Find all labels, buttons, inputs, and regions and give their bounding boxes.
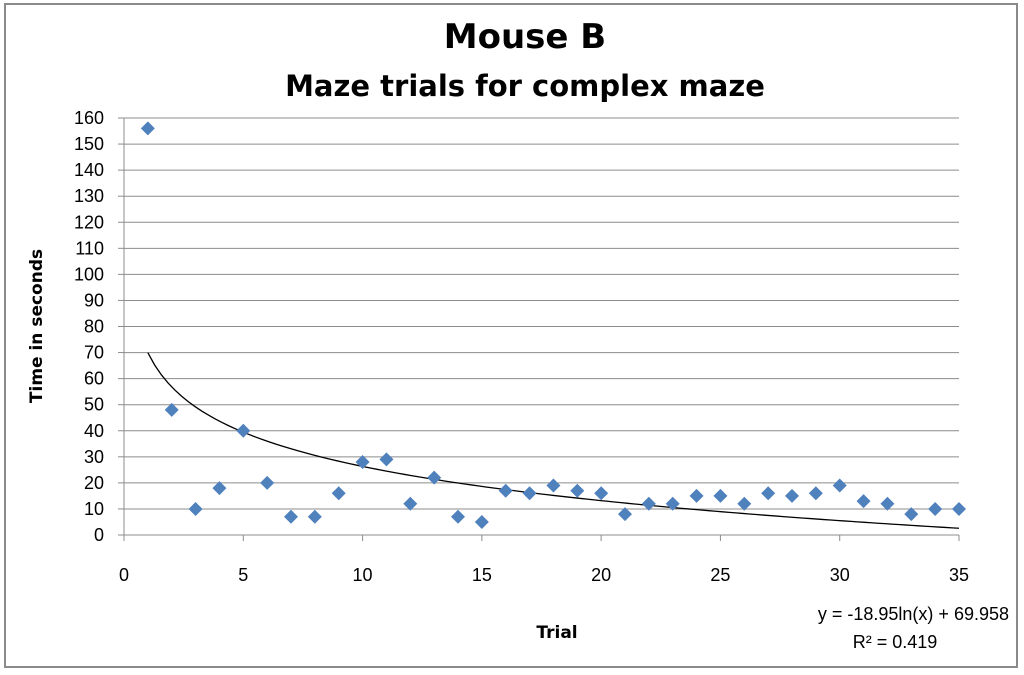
y-tick-label-160: 160: [74, 108, 104, 128]
data-points: [140, 121, 966, 529]
y-tick-label-110: 110: [75, 238, 104, 258]
x-tick-label-0: 0: [119, 565, 129, 585]
x-tick-label-30: 30: [830, 565, 850, 585]
x-tick-label-25: 25: [710, 565, 730, 585]
chart-title: Mouse B: [444, 17, 606, 57]
data-point-26: [737, 496, 752, 511]
x-tick-label-15: 15: [472, 565, 492, 585]
data-point-19: [570, 483, 585, 498]
data-point-15: [474, 514, 489, 529]
y-tick-label-10: 10: [84, 499, 104, 519]
chart-area: [4, 3, 1018, 668]
y-tick-label-130: 130: [74, 186, 104, 206]
data-point-22: [641, 496, 656, 511]
data-point-28: [785, 488, 799, 503]
chart-subtitle: Maze trials for complex maze: [285, 69, 765, 103]
data-point-29: [808, 486, 823, 501]
x-tick-label-20: 20: [591, 565, 611, 585]
x-tick-label-5: 5: [238, 565, 248, 585]
trendline: [147, 352, 960, 529]
y-tick-label-90: 90: [84, 290, 104, 310]
data-point-17: [522, 486, 537, 501]
y-tick-label-80: 80: [84, 317, 104, 337]
data-point-16: [498, 483, 513, 498]
y-tick-label-150: 150: [74, 134, 104, 154]
data-point-21: [618, 507, 632, 522]
data-point-2: [164, 402, 179, 417]
y-tick-label-20: 20: [84, 473, 104, 493]
data-point-8: [307, 509, 322, 524]
data-point-18: [546, 478, 561, 493]
y-tick-label-60: 60: [84, 369, 104, 389]
data-point-34: [928, 501, 943, 516]
data-point-12: [403, 496, 418, 511]
data-point-30: [832, 478, 847, 493]
data-point-23: [665, 496, 680, 511]
y-tick-label-140: 140: [74, 160, 104, 180]
data-point-5: [236, 423, 251, 438]
data-point-27: [761, 486, 776, 501]
y-tick-label-40: 40: [84, 421, 104, 441]
data-point-20: [594, 486, 609, 501]
x-tick-label-10: 10: [353, 565, 373, 585]
data-point-7: [284, 509, 298, 524]
y-tick-label-100: 100: [74, 264, 104, 284]
x-axis-ticks: 0 5 10 15 20 25 30 35: [119, 535, 969, 585]
data-point-9: [331, 486, 346, 501]
data-point-3: [188, 501, 203, 516]
data-point-24: [689, 488, 704, 503]
data-point-14: [451, 509, 465, 524]
data-point-10: [355, 455, 370, 470]
data-point-35: [952, 501, 966, 516]
y-axis-ticks: 0 10 20 30 40 50 60 70 80 90 100 110 120 130 140 150 160: [74, 108, 124, 545]
data-point-6: [260, 475, 275, 490]
x-tick-label-35: 35: [949, 565, 969, 585]
trendline-r-squared: R² = 0.419: [853, 632, 938, 652]
y-tick-label-0: 0: [94, 525, 104, 545]
trendline-equation: y = -18.95ln(x) + 69.958: [818, 604, 1009, 624]
y-tick-label-70: 70: [84, 343, 104, 363]
data-point-13: [427, 470, 442, 485]
data-point-11: [379, 452, 394, 467]
y-tick-label-120: 120: [74, 212, 104, 232]
gridlines: [124, 117, 959, 510]
data-point-4: [212, 481, 227, 496]
data-point-33: [904, 507, 919, 522]
y-tick-label-30: 30: [84, 447, 104, 467]
y-axis-label: Time in seconds: [27, 249, 47, 403]
x-axis-label: Trial: [536, 623, 577, 643]
data-point-31: [856, 494, 871, 509]
data-point-1: [140, 121, 155, 136]
data-point-32: [880, 496, 895, 511]
data-point-25: [713, 488, 728, 503]
y-tick-label-50: 50: [84, 395, 104, 415]
